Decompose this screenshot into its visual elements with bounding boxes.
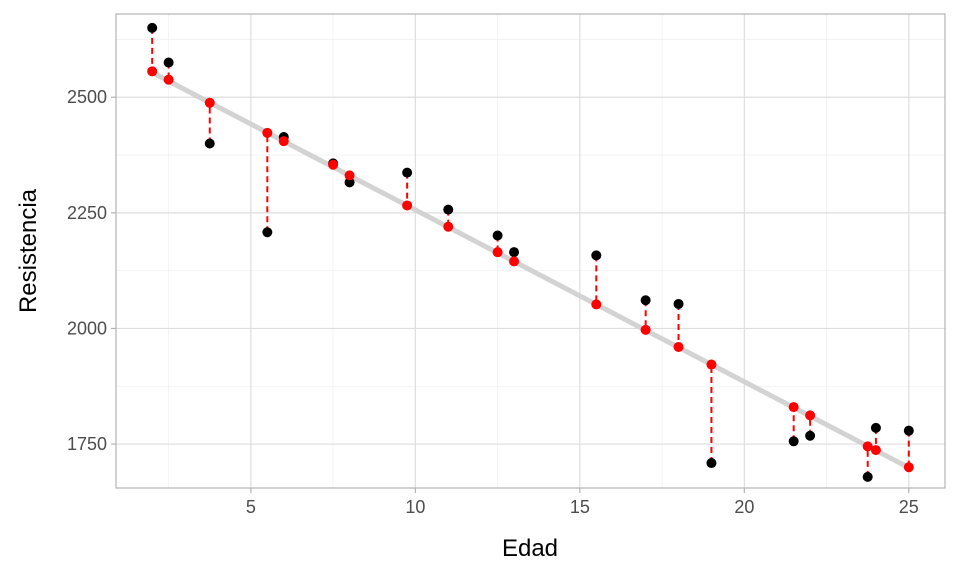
fitted-point <box>788 402 799 413</box>
fitted-point <box>163 74 174 85</box>
fitted-point <box>640 324 651 335</box>
fitted-point <box>402 200 413 211</box>
major-gridlines <box>116 14 945 488</box>
y-tick-label: 2000 <box>67 318 107 338</box>
observed-point <box>402 167 413 178</box>
y-axis-ticks: 1750 2000 2250 2500 <box>67 87 116 454</box>
fitted-points <box>147 66 914 473</box>
observed-point <box>344 177 355 188</box>
observed-point <box>591 250 602 261</box>
observed-point <box>640 295 651 306</box>
y-axis-title: Resistencia <box>15 188 42 313</box>
plot-background <box>116 14 945 488</box>
observed-point <box>163 57 174 68</box>
y-tick-label: 1750 <box>67 434 107 454</box>
observed-point <box>492 230 503 241</box>
fitted-point <box>262 127 273 138</box>
observed-point <box>147 22 158 33</box>
observed-point <box>788 436 799 447</box>
fitted-point <box>328 159 339 170</box>
observed-point <box>262 227 273 238</box>
fitted-point <box>870 445 881 456</box>
observed-point <box>509 247 520 258</box>
fitted-point <box>903 462 914 473</box>
observed-point <box>862 471 873 482</box>
x-tick-label: 10 <box>405 497 425 517</box>
x-tick-label: 15 <box>570 497 590 517</box>
x-axis-title: Edad <box>502 535 558 562</box>
fitted-point <box>204 97 215 108</box>
fitted-point <box>673 341 684 352</box>
plot-border <box>115 13 946 489</box>
x-tick-label: 5 <box>246 497 256 517</box>
observed-point <box>204 138 215 149</box>
fitted-point <box>706 359 717 370</box>
fitted-point <box>805 410 816 421</box>
y-tick-label: 2250 <box>67 203 107 223</box>
fitted-point <box>509 256 520 267</box>
observed-point <box>870 422 881 433</box>
fitted-point <box>862 441 873 452</box>
fitted-point <box>278 136 289 147</box>
x-axis-ticks: 5 10 15 20 25 <box>246 488 919 517</box>
x-tick-label: 20 <box>734 497 754 517</box>
fitted-point <box>492 247 503 258</box>
observed-point <box>805 430 816 441</box>
observed-point <box>443 204 454 215</box>
fit-line-layer <box>149 69 912 471</box>
y-tick-label: 2500 <box>67 87 107 107</box>
fitted-point <box>147 66 158 77</box>
observed-point <box>706 458 717 469</box>
x-tick-label: 25 <box>899 497 919 517</box>
observed-point <box>903 425 914 436</box>
fitted-point <box>344 170 355 181</box>
regression-line <box>149 69 912 471</box>
observed-point <box>673 298 684 309</box>
fitted-point <box>443 221 454 232</box>
fitted-point <box>591 299 602 310</box>
